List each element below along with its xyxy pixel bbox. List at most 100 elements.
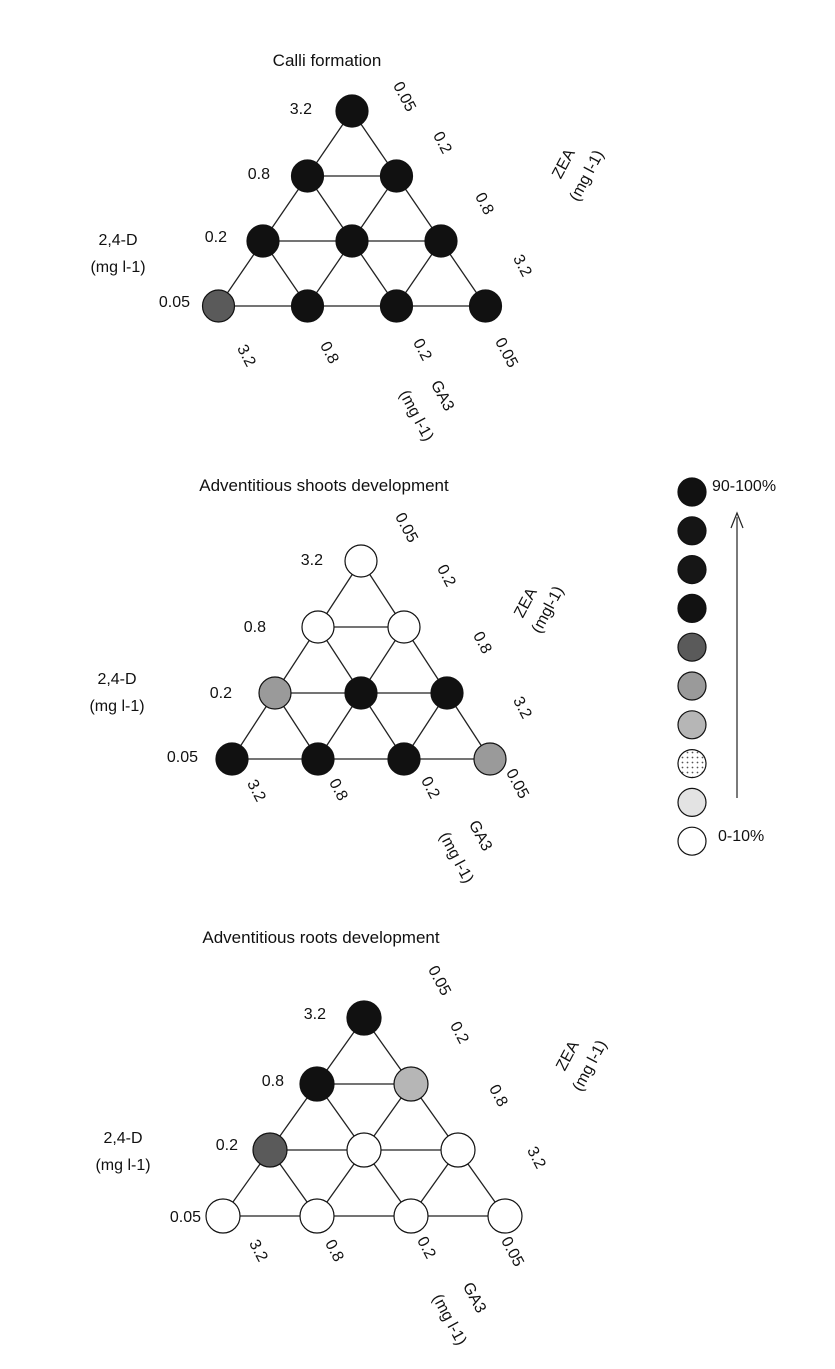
- right-tick: 0.05: [389, 79, 419, 115]
- data-point: [335, 224, 369, 258]
- left-tick: 3.2: [290, 101, 312, 118]
- left-axis-label: 2,4-D: [98, 232, 137, 249]
- panel-roots-development: Adventitious roots development 3.2 0.8 0…: [95, 928, 610, 1348]
- panel-title: Adventitious shoots development: [199, 476, 449, 495]
- panel-shoots-development: Adventitious shoots development 3.2 0.8 …: [89, 476, 567, 886]
- left-tick: 0.8: [248, 166, 270, 183]
- left-tick: 0.05: [170, 1209, 201, 1226]
- left-tick: 0.8: [244, 619, 266, 636]
- left-axis-unit: (mg l-1): [95, 1157, 150, 1174]
- data-point: [258, 676, 292, 710]
- grid-lines: [231, 560, 491, 760]
- data-point: [346, 1000, 382, 1036]
- legend-arrow-head: [730, 511, 744, 529]
- data-point: [344, 676, 378, 710]
- data-point: [299, 1066, 335, 1102]
- data-point: [246, 224, 280, 258]
- bottom-tick: 0.8: [316, 339, 341, 367]
- bottom-tick: 0.8: [325, 776, 350, 804]
- data-point: [393, 1066, 429, 1102]
- data-point: [290, 289, 325, 323]
- bottom-axis-unit: (mg l-1): [396, 388, 437, 445]
- bottom-axis-label: GA3: [427, 378, 457, 414]
- bottom-tick: 0.05: [497, 1234, 527, 1270]
- right-tick: 0.8: [485, 1082, 510, 1110]
- left-tick: 3.2: [304, 1006, 326, 1023]
- bottom-tick: 0.2: [417, 774, 442, 802]
- legend-top-label: 90-100%: [712, 478, 776, 495]
- left-tick: 0.05: [159, 294, 190, 311]
- left-tick: 0.05: [167, 749, 198, 766]
- right-tick: 0.2: [429, 129, 454, 157]
- data-point: [379, 289, 414, 323]
- data-point: [301, 610, 335, 644]
- legend-swatch: [677, 710, 707, 740]
- right-tick: 0.05: [391, 510, 421, 546]
- left-axis-unit: (mg l-1): [90, 259, 145, 276]
- data-point: [440, 1132, 476, 1168]
- data-point: [215, 742, 249, 776]
- bottom-axis-unit: (mg l-1): [429, 1292, 470, 1349]
- right-tick: 0.2: [446, 1019, 471, 1047]
- left-axis-label: 2,4-D: [97, 671, 136, 688]
- data-point: [393, 1198, 429, 1234]
- legend-swatch: [677, 516, 707, 546]
- left-tick: 0.8: [262, 1073, 284, 1090]
- data-point: [430, 676, 464, 710]
- bottom-tick: 3.2: [233, 342, 258, 370]
- right-tick: 0.2: [433, 562, 458, 590]
- bottom-axis-unit: (mg l-1): [436, 830, 477, 887]
- panel-title: Adventitious roots development: [202, 928, 439, 947]
- data-point: [379, 159, 414, 193]
- data-point: [205, 1198, 241, 1234]
- legend-swatch: [677, 554, 707, 585]
- grid-lines: [222, 1017, 506, 1217]
- legend-swatch: [677, 787, 707, 818]
- legend-swatch: [677, 671, 707, 701]
- bottom-tick: 0.05: [491, 335, 521, 371]
- data-point: [387, 742, 421, 776]
- data-point: [387, 610, 421, 644]
- bottom-axis-label: GA3: [459, 1280, 489, 1316]
- panel-calli-formation: Calli formation 3.2 0.8 0.2 0.05 2,4-D (…: [90, 51, 607, 444]
- legend-swatch: [677, 593, 707, 624]
- bottom-axis-label: GA3: [465, 818, 495, 854]
- legend-swatch: [677, 826, 707, 856]
- legend-swatch: [677, 632, 707, 662]
- data-point: [290, 159, 325, 193]
- data-point: [468, 289, 503, 323]
- legend-swatch: [677, 477, 707, 507]
- right-tick: 0.05: [424, 963, 454, 999]
- legend-swatch: [677, 748, 707, 779]
- data-points: [205, 1000, 523, 1234]
- bottom-tick: 3.2: [243, 777, 268, 805]
- bottom-tick: 0.2: [413, 1234, 438, 1262]
- left-tick: 3.2: [301, 552, 323, 569]
- data-point: [252, 1132, 288, 1168]
- right-tick: 3.2: [523, 1144, 548, 1172]
- legend-swatches: [677, 477, 707, 856]
- bottom-tick: 0.05: [502, 766, 532, 802]
- left-tick: 0.2: [216, 1137, 238, 1154]
- right-tick: 0.8: [471, 190, 496, 218]
- data-point: [335, 94, 369, 128]
- panel-title: Calli formation: [273, 51, 382, 70]
- data-points: [215, 544, 507, 776]
- data-point: [201, 289, 236, 323]
- data-point: [346, 1132, 382, 1168]
- legend: 90-100% 0-10%: [677, 477, 776, 856]
- data-points: [201, 94, 503, 323]
- right-tick: 0.8: [469, 629, 494, 657]
- left-axis-unit: (mg l-1): [89, 698, 144, 715]
- left-tick: 0.2: [210, 685, 232, 702]
- right-tick: 3.2: [509, 252, 534, 280]
- left-axis-label: 2,4-D: [103, 1130, 142, 1147]
- data-point: [344, 544, 378, 578]
- data-point: [473, 742, 507, 776]
- right-tick: 3.2: [509, 694, 534, 722]
- bottom-tick: 3.2: [245, 1237, 270, 1265]
- legend-bottom-label: 0-10%: [718, 828, 764, 845]
- bottom-tick: 0.8: [321, 1237, 346, 1265]
- data-point: [299, 1198, 335, 1234]
